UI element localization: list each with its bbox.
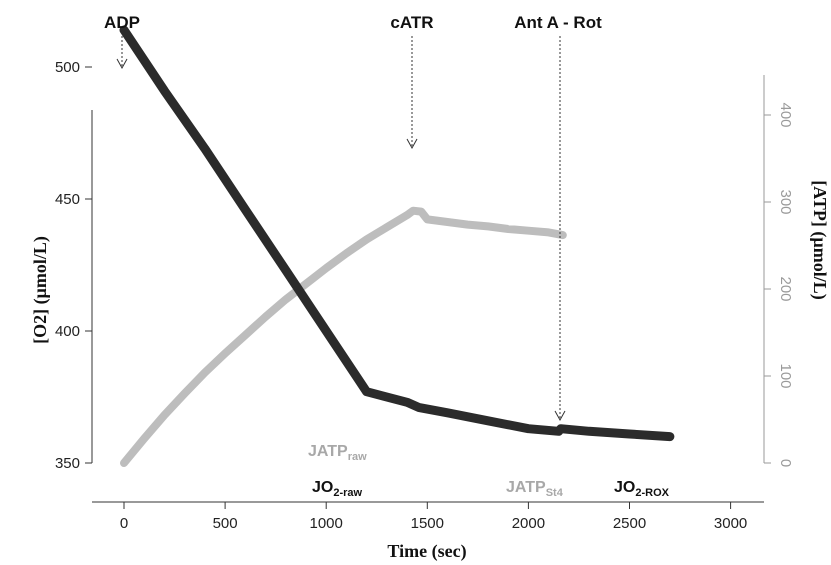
flux-labels: JATPraw JO2-raw JATPSt4 JO2-ROX	[308, 443, 670, 499]
y-right-ticks: 0 100 200 300 400	[764, 102, 794, 467]
y-right-tick-label: 0	[777, 459, 794, 467]
series-atp-line	[120, 206, 567, 467]
x-tick-label: 500	[213, 515, 238, 532]
y-right-axis-title: [ATP] (µmol/L)	[809, 180, 830, 300]
x-axis-title: Time (sec)	[387, 541, 466, 562]
y-left-tick-label: 350	[55, 455, 80, 472]
y-left-tick-label: 400	[55, 323, 80, 340]
annotation-antarot-arrowhead-icon	[554, 410, 566, 422]
y-left-tick-label: 500	[55, 59, 80, 76]
axes	[91, 75, 765, 503]
x-tick-label: 0	[120, 515, 128, 532]
annotation-adp-arrowhead-icon	[116, 58, 128, 70]
x-ticks: 0 500 1000 1500 2000 2500 3000	[120, 502, 747, 532]
label-jo2-rox: JO2-ROX	[614, 479, 670, 499]
x-tick-label: 2000	[512, 515, 545, 532]
x-tick-label: 1500	[411, 515, 444, 532]
y-right-tick-label: 200	[777, 276, 794, 301]
annotations: ADP cATR Ant A - Rot	[104, 13, 602, 422]
label-jatp-raw: JATPraw	[308, 443, 367, 463]
annotation-catr: cATR	[390, 13, 433, 32]
label-jatp-st4: JATPSt4	[506, 479, 564, 499]
annotation-catr-arrowhead-icon	[406, 138, 418, 150]
y-right-tick-label: 100	[777, 363, 794, 388]
y-left-axis-title: [O2] (µmol/L)	[30, 236, 51, 344]
series-o2-line	[119, 25, 675, 442]
y-right-tick-label: 300	[777, 189, 794, 214]
x-tick-label: 1000	[310, 515, 343, 532]
x-tick-label: 2500	[613, 515, 646, 532]
x-tick-label: 3000	[714, 515, 747, 532]
label-jo2-raw: JO2-raw	[312, 479, 363, 499]
series-layer	[119, 25, 675, 467]
annotation-antarot: Ant A - Rot	[514, 13, 602, 32]
y-left-tick-label: 450	[55, 191, 80, 208]
y-left-ticks: 350 400 450 500	[55, 59, 92, 472]
annotation-adp: ADP	[104, 13, 140, 32]
y-right-tick-label: 400	[777, 102, 794, 127]
